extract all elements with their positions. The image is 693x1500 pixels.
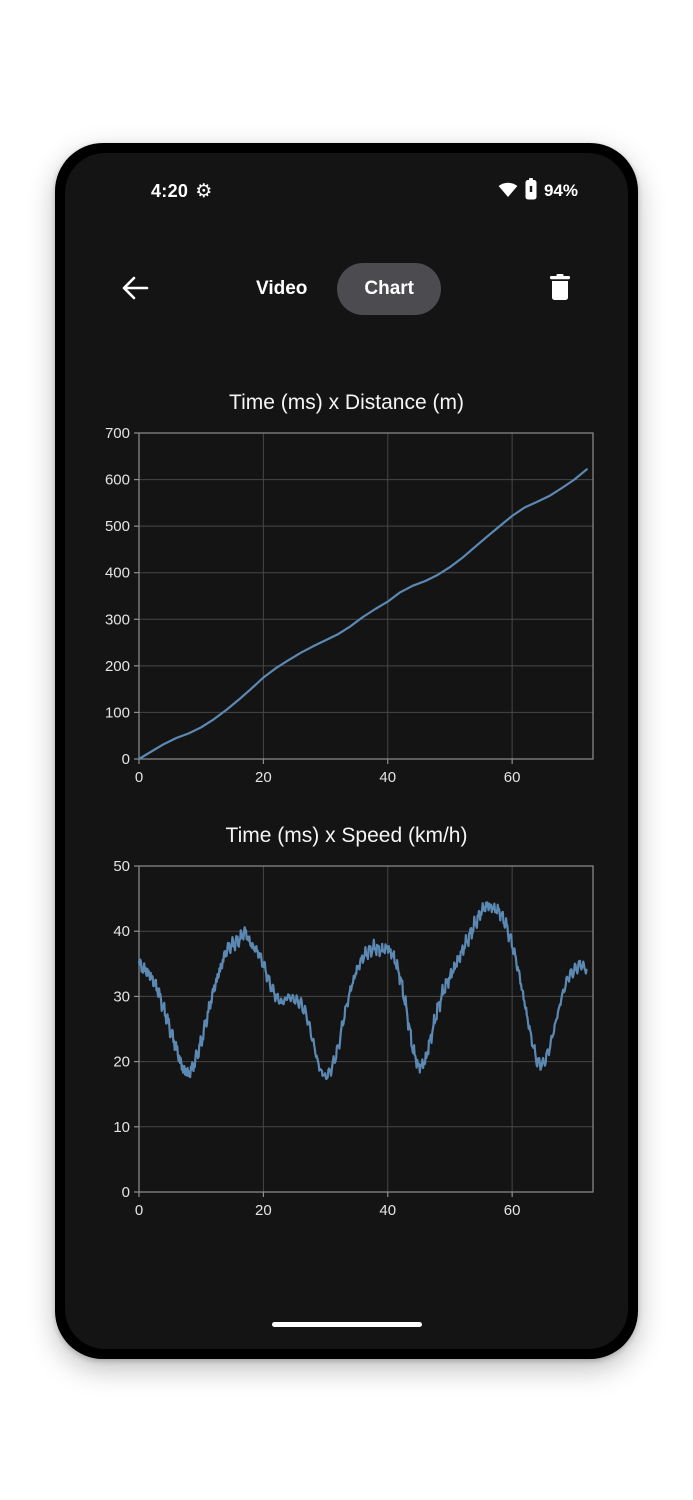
speed-chart-plot: 0 20 40 60 0 10 20 30 40 50 [87, 856, 607, 1233]
svg-text:40: 40 [379, 1202, 396, 1219]
svg-text:20: 20 [255, 1202, 272, 1219]
svg-text:20: 20 [113, 1054, 130, 1071]
svg-text:100: 100 [104, 704, 129, 721]
status-left-cluster: 4:20 ⚙ [151, 181, 213, 202]
phone-frame: 4:20 ⚙ 94% [55, 143, 638, 1359]
trash-icon [548, 274, 572, 304]
speed-chart-title: Time (ms) x Speed (km/h) [225, 824, 468, 847]
status-right-cluster: 94% [498, 177, 578, 205]
tab-chart[interactable]: Chart [337, 263, 441, 315]
view-toggle: Video Chart [256, 263, 441, 315]
svg-text:0: 0 [121, 1184, 129, 1201]
svg-text:60: 60 [503, 769, 520, 786]
delete-button[interactable] [548, 274, 572, 304]
svg-text:40: 40 [379, 769, 396, 786]
gear-icon: ⚙ [195, 180, 213, 202]
home-indicator[interactable] [271, 1322, 422, 1327]
svg-text:600: 600 [104, 472, 129, 489]
svg-text:50: 50 [113, 858, 130, 875]
back-button[interactable] [121, 276, 149, 303]
svg-text:300: 300 [104, 611, 129, 628]
svg-text:0: 0 [134, 1202, 142, 1219]
svg-text:0: 0 [134, 769, 142, 786]
svg-text:60: 60 [503, 1202, 520, 1219]
distance-chart-plot: 0 20 40 60 0 100 200 300 400 500 600 700 [87, 423, 607, 800]
battery-percent: 94% [543, 181, 578, 200]
svg-text:700: 700 [104, 425, 129, 442]
svg-text:10: 10 [113, 1119, 130, 1136]
back-arrow-icon [121, 276, 149, 303]
battery-icon [525, 177, 537, 205]
svg-text:400: 400 [104, 565, 129, 582]
distance-chart-section: Time (ms) x Distance (m) 0 20 40 60 0 100 200 3… [65, 391, 628, 800]
svg-text:500: 500 [104, 518, 129, 535]
speed-chart-section: Time (ms) x Speed (km/h) 0 20 40 60 0 10 20 30 4… [65, 824, 628, 1233]
svg-text:200: 200 [104, 658, 129, 675]
svg-text:40: 40 [113, 923, 130, 940]
svg-text:30: 30 [113, 988, 130, 1005]
status-bar: 4:20 ⚙ 94% [65, 177, 628, 205]
svg-text:20: 20 [255, 769, 272, 786]
status-time: 4:20 [151, 180, 189, 201]
tab-video[interactable]: Video [255, 278, 308, 299]
svg-text:0: 0 [121, 751, 129, 768]
phone-screen: 4:20 ⚙ 94% [65, 153, 628, 1349]
distance-chart-title: Time (ms) x Distance (m) [229, 391, 464, 414]
wifi-icon [498, 181, 518, 202]
app-bar: Video Chart [65, 259, 628, 319]
